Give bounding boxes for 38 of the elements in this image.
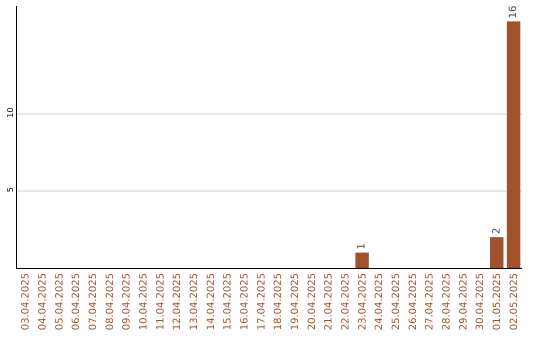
x-tick-label: 08.04.2025 bbox=[104, 273, 116, 330]
x-tick-label: 13.04.2025 bbox=[189, 273, 200, 330]
data-label: 1 bbox=[356, 243, 368, 250]
x-tick-label: 23.04.2025 bbox=[357, 273, 368, 330]
bar bbox=[506, 21, 520, 268]
y-tick-label: 10 bbox=[6, 108, 15, 118]
x-tick-label: 22.04.2025 bbox=[340, 273, 352, 330]
x-tick-label: 12.04.2025 bbox=[172, 273, 184, 330]
x-tick-label: 07.04.2025 bbox=[88, 273, 99, 330]
x-tick-label: 09.04.2025 bbox=[122, 273, 133, 330]
x-tick-label: 27.04.2025 bbox=[424, 273, 436, 330]
x-tick-label: 03.04.2025 bbox=[20, 273, 32, 330]
data-label: 2 bbox=[491, 228, 502, 234]
x-tick-label: 20.04.2025 bbox=[306, 273, 318, 330]
x-tick-label: 15.04.2025 bbox=[222, 273, 234, 330]
x-tick-label: 02.05.2025 bbox=[508, 273, 520, 330]
y-tick-label: 5 bbox=[6, 187, 15, 192]
x-tick-label: 25.04.2025 bbox=[391, 273, 402, 330]
x-tick-label: 01.05.2025 bbox=[492, 273, 503, 330]
data-label: 16 bbox=[508, 6, 520, 18]
x-tick-label: 18.04.2025 bbox=[273, 273, 284, 330]
x-tick-label: 11.04.2025 bbox=[155, 273, 166, 330]
x-tick-label: 21.04.2025 bbox=[324, 273, 335, 330]
x-tick-label: 14.04.2025 bbox=[206, 273, 217, 330]
x-tick-label: 10.04.2025 bbox=[138, 273, 150, 330]
x-tick-label: 29.04.2025 bbox=[458, 273, 470, 330]
x-tick-label: 24.04.2025 bbox=[374, 273, 386, 330]
x-tick-label: 19.04.2025 bbox=[290, 273, 301, 330]
x-tick-label: 16.04.2025 bbox=[240, 273, 250, 330]
bar bbox=[355, 252, 369, 268]
bar bbox=[490, 237, 504, 268]
x-tick-label: 26.04.2025 bbox=[408, 273, 419, 330]
x-tick-label: 06.04.2025 bbox=[71, 273, 82, 330]
x-tick-label: 17.04.2025 bbox=[256, 273, 268, 330]
x-tick-label: 30.04.2025 bbox=[475, 273, 486, 330]
x-tick-label: 05.04.2025 bbox=[54, 273, 66, 330]
x-tick-label: 04.04.2025 bbox=[38, 273, 48, 330]
x-tick-label: 28.04.2025 bbox=[442, 273, 452, 330]
